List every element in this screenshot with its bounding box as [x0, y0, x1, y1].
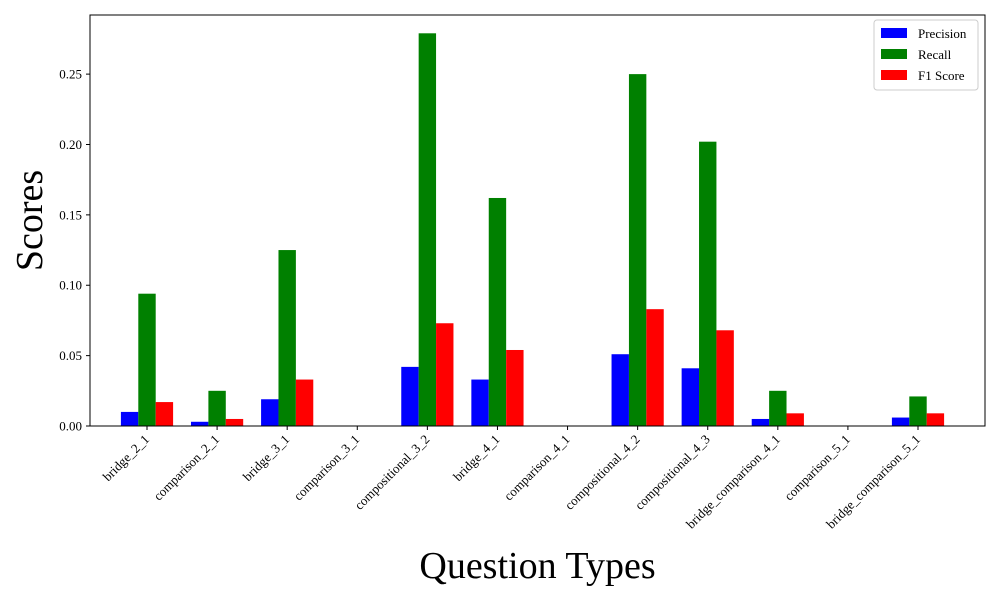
x-tick-label: bridge_3_1: [240, 432, 292, 484]
plot-frame: [89, 14, 986, 427]
bar-precision-comparison_2_1: [190, 421, 209, 426]
legend: Precision Recall F1 Score: [873, 19, 979, 91]
y-tick-label: 0.20: [59, 137, 82, 152]
x-tick-label: compositional_3_2: [351, 432, 432, 513]
bar-f1-score-bridge_2_1: [155, 402, 174, 426]
bars-layer: [120, 33, 945, 427]
x-tick-label: comparison_5_1: [781, 432, 853, 504]
bar-f1-score-bridge_comparison_5_1: [926, 413, 945, 426]
x-tick-label: compositional_4_2: [562, 432, 643, 513]
bar-f1-score-bridge_3_1: [295, 379, 314, 426]
bar-precision-compositional_4_2: [611, 354, 629, 426]
x-tick-label: comparison_2_1: [150, 432, 222, 504]
bar-f1-score-bridge_4_1: [506, 349, 524, 426]
bar-recall-comparison_2_1: [208, 390, 226, 426]
x-axis-title: Question Types: [419, 545, 655, 587]
bar-recall-bridge_comparison_4_1: [769, 390, 787, 426]
x-tick-label: bridge_4_1: [450, 432, 502, 484]
y-tick-label: 0.10: [59, 278, 82, 293]
y-tick-label: 0.25: [59, 67, 82, 82]
bar-f1-score-compositional_3_2: [436, 323, 454, 426]
legend-swatch-recall: [881, 49, 907, 59]
bar-recall-bridge_comparison_5_1: [909, 396, 927, 426]
bar-precision-bridge_2_1: [120, 411, 139, 426]
bar-precision-bridge_comparison_4_1: [751, 418, 770, 426]
bar-f1-score-bridge_comparison_4_1: [786, 413, 804, 426]
legend-swatch-f1-score: [881, 70, 907, 80]
x-tick-label: compositional_4_3: [632, 432, 713, 513]
x-tick-label: comparison_4_1: [501, 432, 573, 504]
y-tick-label: 0.15: [59, 207, 82, 222]
bar-precision-bridge_4_1: [471, 379, 489, 426]
y-tick-label: 0.05: [59, 348, 82, 363]
bar-recall-compositional_4_2: [628, 74, 647, 427]
bar-precision-bridge_3_1: [261, 399, 279, 426]
bar-precision-bridge_comparison_5_1: [891, 417, 910, 426]
bar-f1-score-compositional_4_2: [646, 309, 664, 426]
legend-label-precision: Precision: [918, 26, 967, 41]
bar-recall-bridge_4_1: [488, 197, 507, 426]
bar-recall-compositional_4_3: [699, 141, 717, 426]
x-tick-label: comparison_3_1: [291, 432, 363, 504]
y-tick-label: 0.00: [59, 419, 82, 434]
bar-f1-score-compositional_4_3: [716, 330, 734, 426]
bar-f1-score-comparison_2_1: [225, 418, 244, 426]
legend-label-f1-score: F1 Score: [918, 68, 965, 83]
bar-precision-compositional_3_2: [401, 366, 419, 426]
y-axis: 0.00 0.05 0.10 0.15 0.20 0.25: [59, 67, 90, 434]
legend-label-recall: Recall: [918, 47, 952, 62]
bar-recall-bridge_3_1: [278, 250, 296, 426]
bar-recall-compositional_3_2: [418, 33, 437, 427]
x-tick-label: bridge_2_1: [100, 432, 152, 484]
bar-recall-bridge_2_1: [138, 293, 156, 426]
legend-swatch-precision: [881, 28, 907, 38]
bar-precision-compositional_4_3: [681, 368, 700, 426]
y-axis-title: Scores: [9, 170, 51, 271]
